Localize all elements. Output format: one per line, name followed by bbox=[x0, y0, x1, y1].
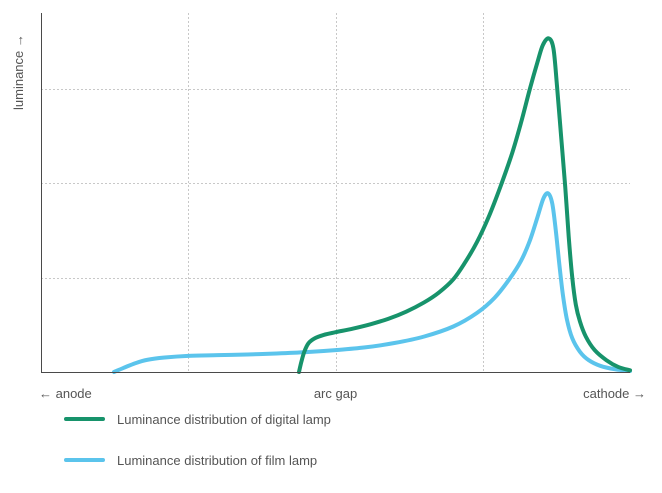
legend-item-film-lamp: Luminance distribution of film lamp bbox=[64, 449, 331, 471]
series-lines bbox=[112, 36, 632, 374]
legend: Luminance distribution of digital lamp L… bbox=[64, 408, 331, 490]
legend-swatch-film-lamp bbox=[64, 458, 105, 462]
legend-label-digital-lamp: Luminance distribution of digital lamp bbox=[117, 411, 331, 427]
series-line-digital-lamp bbox=[296, 36, 632, 374]
axes bbox=[41, 13, 630, 373]
x-tick-label-1: ← anode bbox=[39, 386, 92, 401]
x-tick-label-3: cathode → bbox=[583, 386, 646, 401]
gridlines bbox=[41, 13, 630, 372]
legend-label-film-lamp: Luminance distribution of film lamp bbox=[117, 452, 318, 468]
legend-swatch-digital-lamp bbox=[64, 417, 105, 421]
x-tick-label-2: arc gap bbox=[314, 386, 357, 401]
series-line-film-lamp bbox=[112, 191, 632, 374]
x-tick-labels: ← anode arc gap cathode → bbox=[39, 386, 646, 401]
legend-item-digital-lamp: Luminance distribution of digital lamp bbox=[64, 408, 331, 430]
y-axis-label: luminance → bbox=[11, 34, 26, 110]
